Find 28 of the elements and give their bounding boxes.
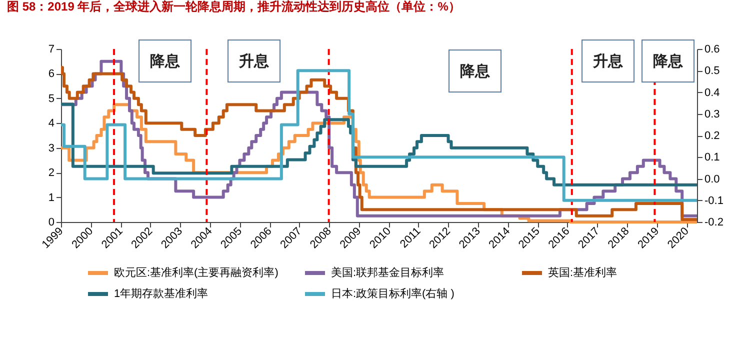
y-tick-label: 7 xyxy=(48,44,54,56)
annotation: 升息 xyxy=(238,53,270,70)
annotation: 升息 xyxy=(592,53,624,70)
legend-label: 美国:联邦基金目标利率 xyxy=(331,266,444,279)
y2-tick-label: 0.3 xyxy=(704,108,720,120)
y-tick-label: 2 xyxy=(48,167,54,180)
annotation: 降息 xyxy=(460,63,491,80)
y2-tick-label: 0.5 xyxy=(704,65,720,78)
y-tick-label: 5 xyxy=(48,92,54,105)
legend-label: 1年期存款基准利率 xyxy=(114,287,208,300)
y2-tick-label: 0.6 xyxy=(704,44,720,56)
y-tick-label: 6 xyxy=(48,68,54,80)
y2-tick-label: 0.2 xyxy=(704,130,720,142)
y-tick-label: 1 xyxy=(48,192,54,204)
annotation: 降息 xyxy=(150,53,181,70)
legend-label: 欧元区:基准利率(主要再融资利率) xyxy=(114,266,278,279)
y-tick-label: 0 xyxy=(48,216,54,228)
y2-tick-label: 0.4 xyxy=(704,86,720,99)
y2-tick-label: 0.1 xyxy=(704,152,720,164)
y-tick-label: 4 xyxy=(48,118,54,130)
legend-label: 英国:基准利率 xyxy=(548,266,618,279)
annotation: 降息 xyxy=(653,53,684,70)
y2-tick-label: -0.2 xyxy=(704,216,724,228)
y2-tick-label: -0.1 xyxy=(704,194,724,207)
y-tick-label: 3 xyxy=(48,142,54,154)
legend-label: 日本:政策目标利率(右轴 ) xyxy=(331,287,454,300)
y2-tick-label: 0.0 xyxy=(704,173,720,186)
chart-title: 图 58：2019 年后，全球进入新一轮降息周期，推升流动性达到历史高位（单位：%） xyxy=(7,0,460,14)
